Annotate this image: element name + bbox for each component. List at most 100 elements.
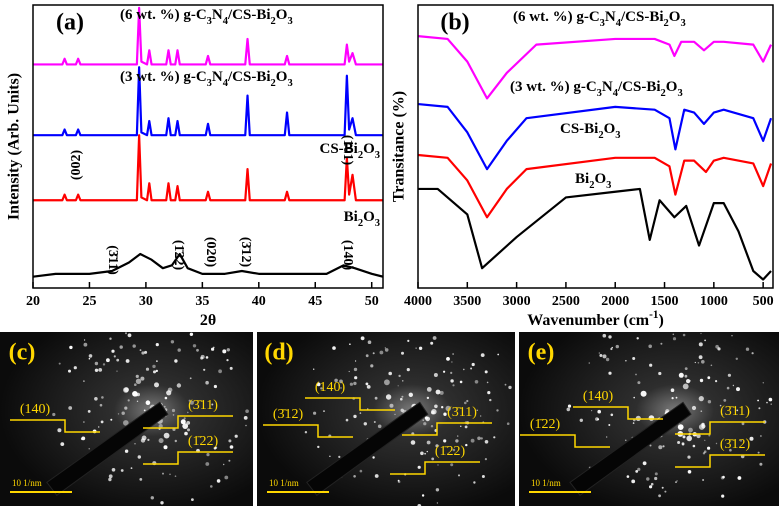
diffraction-spot	[646, 477, 650, 481]
x-tick-label: 2500	[552, 294, 580, 309]
diffraction-spot	[102, 363, 106, 366]
diffraction-spot	[489, 398, 492, 402]
ring-label: (1̄22)	[530, 417, 561, 432]
diffraction-spot	[166, 390, 172, 396]
diffraction-spot	[640, 390, 647, 397]
diffraction-spot	[124, 406, 128, 410]
diffraction-spot	[408, 392, 413, 397]
diffraction-spot	[687, 455, 691, 459]
diffraction-spot	[480, 353, 485, 357]
diffraction-spot	[388, 371, 392, 376]
diffraction-spot	[466, 399, 469, 403]
diffraction-spot	[684, 374, 688, 378]
diffraction-spot	[379, 350, 384, 355]
diffraction-spot	[320, 387, 323, 390]
diffraction-spot	[610, 413, 614, 417]
diffraction-spot	[681, 443, 685, 446]
diffraction-spot	[424, 416, 428, 420]
diffraction-spot	[116, 370, 118, 372]
diffraction-spot	[141, 351, 145, 355]
diffraction-spot	[172, 414, 175, 416]
series-line	[32, 252, 384, 278]
diffraction-spot	[727, 373, 731, 377]
diffraction-spot	[400, 397, 403, 401]
diffraction-spot	[760, 435, 762, 437]
diffraction-spot	[426, 387, 432, 392]
diffraction-spot	[340, 387, 342, 389]
diffraction-spot	[370, 364, 374, 368]
series-line	[417, 153, 773, 219]
ring-indicator	[675, 421, 765, 435]
diffraction-spot	[98, 426, 100, 428]
diffraction-spot	[384, 347, 386, 349]
diffraction-spot	[677, 424, 684, 430]
diffraction-spot	[474, 380, 479, 384]
diffraction-spot	[687, 470, 692, 474]
diffraction-spot	[458, 474, 460, 477]
diffraction-spot	[770, 403, 772, 405]
diffraction-spot	[137, 455, 141, 459]
diffraction-spot	[504, 383, 507, 386]
diffraction-spot	[135, 378, 142, 384]
diffraction-spot	[736, 387, 740, 392]
ring-indicator	[305, 397, 395, 411]
diffraction-spot	[588, 362, 591, 364]
diffraction-spot	[688, 427, 693, 433]
diffraction-spot	[451, 361, 453, 363]
diffraction-spot	[406, 368, 410, 372]
diffraction-spot	[169, 473, 171, 476]
diffraction-spot	[134, 383, 137, 386]
diffraction-spot	[471, 362, 475, 367]
diffraction-spot	[566, 407, 571, 412]
diffraction-spot	[317, 445, 320, 449]
diffraction-spot	[602, 333, 607, 338]
series-line	[33, 6, 383, 66]
diffraction-spot	[212, 346, 215, 349]
series-line	[417, 35, 773, 100]
diffraction-spot	[206, 453, 210, 457]
series-label: CS-Bi2O3	[319, 141, 380, 160]
diffraction-spot	[595, 417, 599, 421]
saed-title: (e)	[528, 340, 555, 366]
diffraction-spot	[119, 345, 123, 349]
diffraction-spot	[689, 380, 691, 382]
diffraction-spot	[223, 463, 225, 466]
diffraction-spot	[153, 370, 156, 374]
diffraction-spot	[431, 457, 435, 461]
diffraction-spot	[384, 348, 389, 352]
diffraction-spot	[636, 337, 639, 340]
diffraction-spot	[132, 391, 138, 397]
diffraction-spot	[465, 443, 468, 447]
diffraction-spot	[677, 441, 681, 444]
diffraction-spot	[213, 384, 217, 389]
diffraction-spot	[188, 399, 191, 402]
diffraction-spot	[470, 438, 475, 443]
diffraction-spot	[182, 423, 189, 429]
diffraction-spot	[125, 332, 127, 335]
diffraction-spot	[615, 344, 619, 349]
diffraction-spot	[675, 481, 677, 483]
diffraction-spot	[94, 397, 98, 401]
diffraction-spot	[189, 377, 192, 380]
diffraction-spot	[81, 436, 86, 441]
series-line	[417, 102, 773, 171]
x-tick-label: 50	[365, 294, 379, 309]
diffraction-spot	[450, 371, 453, 374]
diffraction-spot	[694, 361, 696, 364]
diffraction-spot	[160, 501, 164, 505]
diffraction-spot	[625, 360, 627, 362]
diffraction-spot	[605, 357, 610, 362]
diffraction-spot	[360, 336, 365, 341]
diffraction-spot	[136, 400, 139, 402]
diffraction-spot	[143, 409, 146, 412]
diffraction-spot	[366, 385, 371, 389]
diffraction-spot	[339, 379, 343, 384]
diffraction-spot	[116, 358, 120, 362]
diffraction-spot	[332, 346, 336, 350]
diffraction-spot	[69, 345, 73, 350]
diffraction-spot	[203, 368, 206, 371]
diffraction-spot	[649, 485, 653, 489]
diffraction-spot	[697, 362, 700, 364]
diffraction-spot	[87, 410, 91, 413]
diffraction-spot	[410, 440, 416, 445]
